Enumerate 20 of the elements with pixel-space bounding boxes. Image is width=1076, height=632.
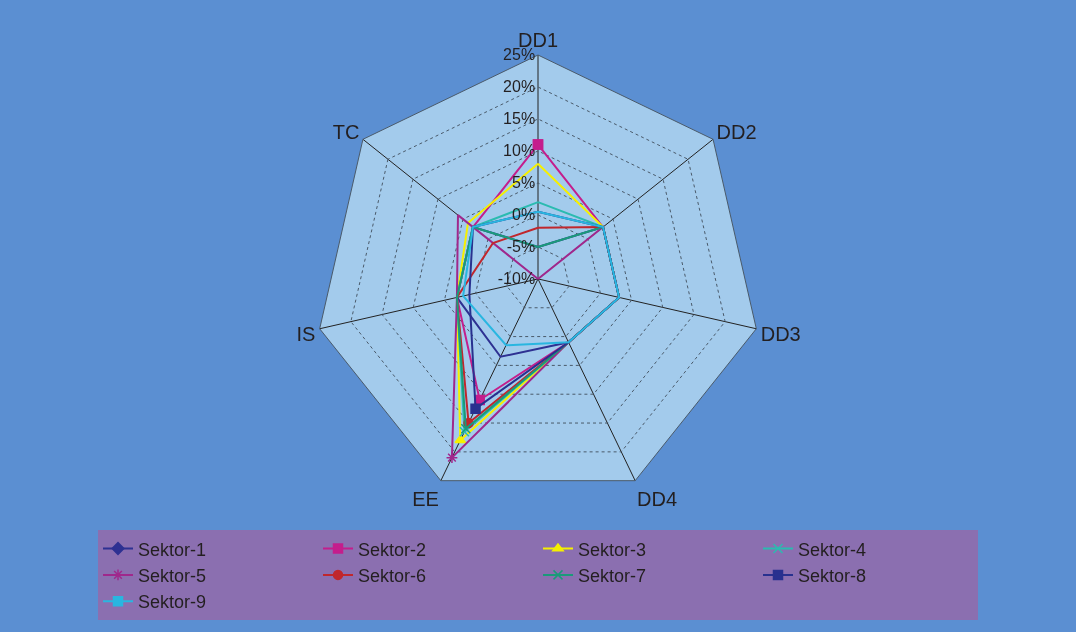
spoke-label: IS [296,323,316,346]
y-tick-label: -10% [497,270,536,288]
spoke-label: DD3 [760,323,801,346]
legend-label: Sektor-7 [578,565,647,586]
legend-label: Sektor-3 [578,539,647,560]
legend-label: Sektor-9 [138,592,207,613]
spoke-label: EE [412,487,439,510]
y-tick-label: 20% [503,78,536,96]
legend-label: Sektor-1 [138,539,207,560]
legend-label: Sektor-8 [798,565,867,586]
y-tick-label: 15% [503,110,536,128]
legend-label: Sektor-2 [358,539,427,560]
spoke-label: TC [332,121,360,144]
legend-label: Sektor-6 [358,565,427,586]
y-tick-label: -5% [506,238,536,256]
legend-label: Sektor-5 [138,565,207,586]
legend-label: Sektor-4 [798,539,867,560]
spoke-label: DD2 [716,121,757,144]
y-tick-label: 5% [511,174,536,192]
spoke-label: DD4 [637,487,678,510]
